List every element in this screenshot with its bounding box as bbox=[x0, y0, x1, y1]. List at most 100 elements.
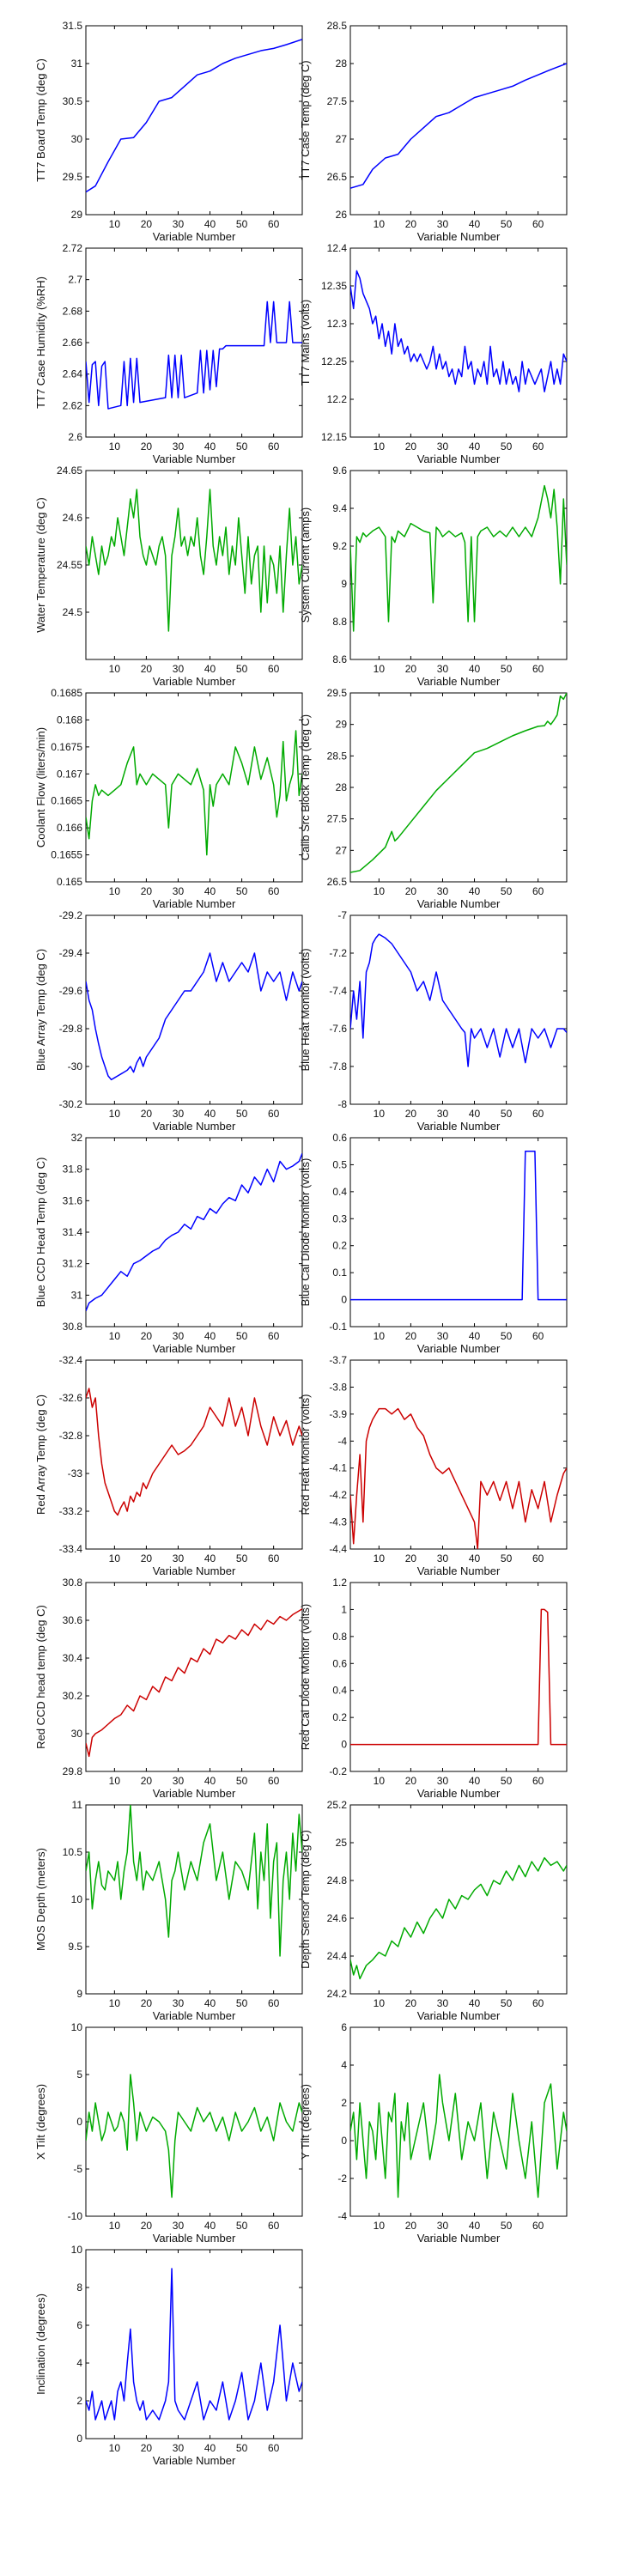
y-tick-label: 2 bbox=[341, 2097, 347, 2109]
y-axis-label: Blue Heat Monitor (volts) bbox=[299, 948, 312, 1071]
y-tick-label: 0.1 bbox=[332, 1267, 347, 1279]
x-axis-label: Variable Number bbox=[417, 675, 501, 688]
y-tick-label: 0.5 bbox=[332, 1158, 347, 1170]
plot-frame bbox=[349, 1137, 568, 1327]
y-axis-label: Blue Cal Diode Monitor (volts) bbox=[299, 1158, 312, 1307]
y-axis-label: Inclination (degrees) bbox=[34, 2293, 47, 2395]
x-axis-label: Variable Number bbox=[153, 1120, 236, 1133]
x-tick-label: 60 bbox=[532, 1775, 544, 1787]
chart-5: 10 20 30 40 50 60 24.5 24.55 24.6 24.65 Variable N… bbox=[34, 465, 303, 688]
x-tick-label: 50 bbox=[501, 1775, 513, 1787]
y-axis-label: Red Cal Diode Monitor (volts) bbox=[299, 1604, 312, 1751]
y-tick-label: 0.3 bbox=[332, 1212, 347, 1224]
y-tick-label: 24.4 bbox=[327, 1950, 348, 1962]
plot-frame bbox=[349, 25, 568, 216]
chart-8: 10 20 30 40 50 60 26.5 27 27.5 28 28.5 29 29.5 Variab… bbox=[299, 687, 568, 910]
x-tick-label: 20 bbox=[405, 1775, 417, 1787]
x-tick-label: 30 bbox=[437, 1775, 449, 1787]
x-tick-label: 20 bbox=[141, 885, 153, 897]
y-axis-label: Blue Array Temp (deg C) bbox=[34, 949, 47, 1071]
y-axis-label: Blue CCD Head Temp (deg C) bbox=[34, 1157, 47, 1308]
x-tick-label: 40 bbox=[204, 885, 216, 897]
y-tick-label: 9.5 bbox=[68, 1941, 82, 1953]
y-tick-label: 0.4 bbox=[332, 1186, 347, 1198]
y-tick-label: -0.1 bbox=[329, 1321, 347, 1333]
x-tick-label: 50 bbox=[501, 2220, 513, 2232]
y-tick-label: -4.3 bbox=[329, 1516, 347, 1528]
x-tick-label: 40 bbox=[204, 2220, 216, 2232]
y-tick-label: 6 bbox=[341, 2021, 347, 2033]
x-tick-label: 20 bbox=[141, 663, 153, 675]
y-tick-label: 0.6 bbox=[332, 1132, 347, 1144]
x-tick-label: 50 bbox=[501, 1330, 513, 1342]
y-tick-label: -7.2 bbox=[329, 947, 347, 959]
x-axis-label: Variable Number bbox=[417, 1120, 501, 1133]
y-tick-label: -32.6 bbox=[59, 1392, 83, 1404]
x-tick-label: 30 bbox=[173, 2220, 185, 2232]
y-tick-label: -30.2 bbox=[59, 1098, 83, 1110]
y-tick-label: 0.168 bbox=[57, 714, 82, 726]
y-tick-label: 0.2 bbox=[332, 1240, 347, 1252]
y-tick-label: 27.5 bbox=[327, 813, 348, 825]
x-axis-label: Variable Number bbox=[153, 897, 236, 910]
x-tick-label: 40 bbox=[469, 1997, 481, 2009]
y-tick-label: 28.5 bbox=[327, 20, 348, 32]
y-tick-label: 0.167 bbox=[57, 768, 82, 780]
x-tick-label: 10 bbox=[109, 218, 121, 230]
plot-frame bbox=[85, 470, 303, 660]
plot-frame bbox=[85, 1359, 303, 1550]
plot-frame bbox=[85, 2249, 303, 2439]
x-tick-label: 20 bbox=[405, 218, 417, 230]
chart-4: 10 20 30 40 50 60 12.15 12.2 12.25 12.3 12.35 12.4 V… bbox=[299, 242, 568, 465]
y-tick-label: 24.65 bbox=[57, 465, 82, 477]
y-tick-label: 0.1685 bbox=[51, 687, 82, 699]
x-tick-label: 10 bbox=[109, 2442, 121, 2454]
x-tick-label: 10 bbox=[374, 1775, 386, 1787]
y-tick-label: 2.66 bbox=[63, 337, 83, 349]
x-tick-label: 10 bbox=[374, 1108, 386, 1120]
chart-12: 10 20 30 40 50 60 -0.1 0 0.1 0.2 0.3 0.4 0.5 0.6 Varia… bbox=[299, 1132, 568, 1355]
x-tick-label: 30 bbox=[173, 1330, 185, 1342]
x-tick-label: 30 bbox=[173, 1552, 185, 1564]
x-tick-label: 60 bbox=[532, 663, 544, 675]
x-tick-label: 60 bbox=[268, 1775, 280, 1787]
x-tick-label: 40 bbox=[469, 440, 481, 453]
x-axis-label: Variable Number bbox=[417, 1342, 501, 1355]
y-tick-label: 2.72 bbox=[63, 242, 83, 254]
y-tick-label: 0 bbox=[341, 1294, 347, 1306]
y-tick-label: 12.2 bbox=[327, 393, 348, 405]
y-tick-label: -29.8 bbox=[59, 1023, 83, 1035]
y-tick-label: -3.9 bbox=[329, 1408, 347, 1420]
y-tick-label: -29.4 bbox=[59, 947, 83, 959]
series-line bbox=[86, 39, 302, 193]
y-tick-label: 10 bbox=[71, 1893, 83, 1905]
y-tick-label: 9.2 bbox=[332, 540, 347, 552]
y-tick-label: 26.5 bbox=[327, 876, 348, 888]
x-tick-label: 30 bbox=[173, 2442, 185, 2454]
x-tick-label: 10 bbox=[109, 1330, 121, 1342]
series-line bbox=[350, 270, 567, 392]
y-tick-label: -7 bbox=[337, 909, 347, 921]
y-tick-label: -33 bbox=[68, 1467, 83, 1479]
y-axis-label: Calib Src Block Temp (deg C) bbox=[299, 714, 312, 860]
y-tick-label: 31.8 bbox=[63, 1163, 83, 1176]
y-tick-label: 29.5 bbox=[327, 687, 348, 699]
series-line bbox=[350, 693, 567, 873]
y-tick-label: 26 bbox=[336, 209, 348, 221]
x-tick-label: 50 bbox=[236, 1997, 248, 2009]
x-axis-label: Variable Number bbox=[153, 2454, 236, 2467]
y-tick-label: -4 bbox=[337, 2210, 347, 2222]
x-tick-label: 40 bbox=[204, 1330, 216, 1342]
x-tick-label: 40 bbox=[204, 440, 216, 453]
y-tick-label: 1 bbox=[341, 1603, 347, 1615]
y-tick-label: 12.35 bbox=[321, 280, 347, 292]
chart-9: 10 20 30 40 50 60 -30.2 -30 -29.8 -29.6 -29.4 -29.2… bbox=[34, 909, 303, 1133]
chart-3: 10 20 30 40 50 60 2.6 2.62 2.64 2.66 2.68 2.7 2.72 Va… bbox=[34, 242, 303, 465]
x-tick-label: 40 bbox=[469, 1775, 481, 1787]
y-tick-label: -8 bbox=[337, 1098, 347, 1110]
y-axis-label: System Current (amps) bbox=[299, 507, 312, 623]
x-axis-label: Variable Number bbox=[417, 897, 501, 910]
y-tick-label: 29.8 bbox=[63, 1765, 83, 1777]
series-line bbox=[86, 489, 302, 632]
